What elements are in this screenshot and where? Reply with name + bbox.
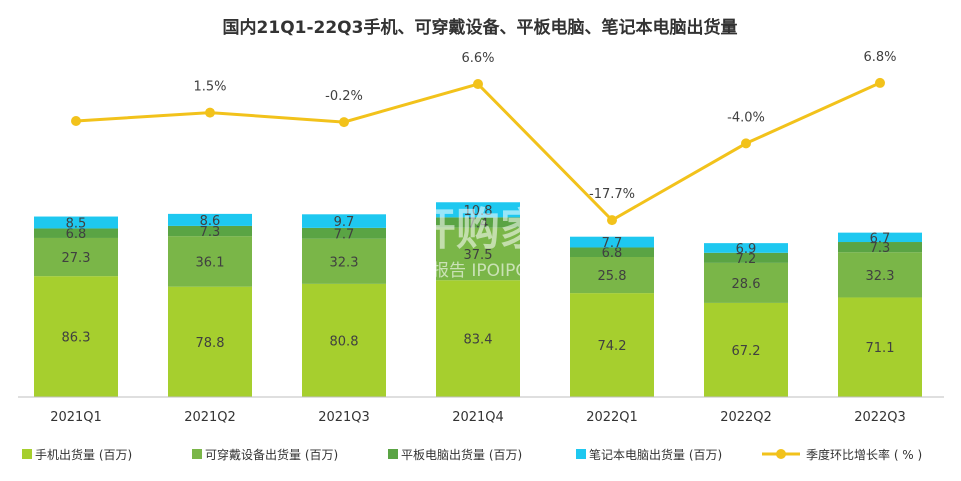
bar-value-label: 6.8 bbox=[602, 246, 623, 261]
bars-layer: 86.327.36.88.578.836.17.38.680.832.37.79… bbox=[34, 202, 922, 397]
legend-label: 笔记本电脑出货量 (百万) bbox=[589, 447, 722, 462]
bar-value-label: 7.3 bbox=[200, 225, 221, 240]
legend-swatch bbox=[192, 449, 202, 459]
bar-value-label: 7.4 bbox=[468, 217, 489, 232]
chart-title: 国内21Q1-22Q3手机、可穿戴设备、平板电脑、笔记本电脑出货量 bbox=[223, 17, 738, 38]
rate-point bbox=[875, 77, 885, 88]
bar-2022Q1-s1 bbox=[570, 257, 654, 294]
bar-value-label: 9.7 bbox=[334, 215, 355, 230]
bar-value-label: 83.4 bbox=[464, 333, 493, 348]
rate-label: -0.2% bbox=[325, 89, 363, 104]
bar-2021Q3-s0 bbox=[302, 283, 386, 397]
rate-point bbox=[741, 138, 751, 149]
bar-2022Q3-s2 bbox=[838, 242, 922, 253]
bar-2021Q3-s2 bbox=[302, 227, 386, 239]
bar-2021Q1-s2 bbox=[34, 228, 118, 238]
x-tick-label: 2021Q3 bbox=[318, 410, 370, 425]
bar-value-label: 7.3 bbox=[870, 241, 891, 256]
watermark-sub: 行业报告 IPOIPO.CN bbox=[398, 261, 558, 281]
x-tick-label: 2022Q3 bbox=[854, 410, 906, 425]
bar-2022Q3-s1 bbox=[838, 252, 922, 298]
bar-value-label: 8.6 bbox=[200, 214, 221, 229]
rate-point bbox=[607, 215, 617, 226]
bar-2021Q3-s1 bbox=[302, 238, 386, 284]
bar-2022Q2-s2 bbox=[704, 252, 788, 263]
bar-2022Q1-s3 bbox=[570, 236, 654, 248]
bar-value-label: 7.7 bbox=[334, 227, 355, 242]
x-tick-label: 2021Q2 bbox=[184, 410, 236, 425]
rate-point bbox=[205, 107, 215, 118]
x-tick-label: 2021Q1 bbox=[50, 410, 102, 425]
bar-value-label: 32.3 bbox=[866, 269, 895, 284]
bar-2022Q1-s2 bbox=[570, 247, 654, 257]
legend-swatch bbox=[576, 449, 586, 459]
legend-swatch bbox=[388, 449, 398, 459]
bar-2021Q2-s1 bbox=[168, 236, 252, 287]
bar-2022Q2-s1 bbox=[704, 262, 788, 303]
watermark-main: 开购家 bbox=[412, 204, 544, 255]
x-tick-label: 2022Q1 bbox=[586, 410, 638, 425]
bar-2021Q4-s1 bbox=[436, 227, 520, 281]
bar-2021Q2-s0 bbox=[168, 286, 252, 397]
bar-2021Q2-s2 bbox=[168, 225, 252, 237]
bar-value-label: 27.3 bbox=[62, 251, 91, 266]
bar-value-label: 32.3 bbox=[330, 255, 359, 270]
rate-label: 6.6% bbox=[461, 51, 494, 66]
legend-label: 可穿戴设备出货量 (百万) bbox=[205, 447, 338, 462]
rate-point bbox=[339, 117, 349, 128]
bar-value-label: 67.2 bbox=[732, 344, 761, 359]
bar-2021Q2-s3 bbox=[168, 213, 252, 226]
bar-value-label: 36.1 bbox=[196, 255, 225, 270]
rate-label: 6.8% bbox=[863, 50, 896, 65]
bar-value-label: 25.8 bbox=[598, 269, 627, 284]
rate-line bbox=[75, 81, 881, 222]
bar-value-label: 10.8 bbox=[464, 204, 493, 219]
rate-label: -17.7% bbox=[589, 187, 635, 202]
bar-2022Q2-s3 bbox=[704, 243, 788, 253]
x-tick-label: 2022Q2 bbox=[720, 410, 772, 425]
bar-value-label: 80.8 bbox=[330, 334, 359, 349]
x-tick-label: 2021Q4 bbox=[452, 410, 504, 425]
x-tick-labels: 2021Q1 2021Q2 2021Q3 2021Q4 2022Q1 2022Q2 2022… bbox=[50, 410, 906, 425]
bar-value-label: 74.2 bbox=[598, 339, 627, 354]
bar-2022Q3-s3 bbox=[838, 232, 922, 243]
bar-value-label: 7.7 bbox=[602, 236, 623, 251]
bar-value-label: 37.5 bbox=[464, 248, 493, 263]
bar-2021Q4-s2 bbox=[436, 217, 520, 228]
bar-value-label: 86.3 bbox=[62, 331, 91, 346]
bar-value-label: 28.6 bbox=[732, 277, 761, 292]
bar-value-label: 7.2 bbox=[736, 252, 757, 267]
bar-value-label: 71.1 bbox=[866, 341, 895, 356]
bar-value-label: 78.8 bbox=[196, 336, 225, 351]
bar-2021Q4-s3 bbox=[436, 202, 520, 218]
watermark: 开购家 行业报告 IPOIPO.CN bbox=[398, 204, 558, 281]
bar-2022Q1-s0 bbox=[570, 293, 654, 397]
legend-label: 手机出货量 (百万) bbox=[35, 447, 132, 462]
bar-2022Q3-s0 bbox=[838, 297, 922, 397]
bar-2021Q1-s3 bbox=[34, 216, 118, 229]
bar-value-label: 8.5 bbox=[66, 216, 87, 231]
legend-marker bbox=[776, 449, 786, 459]
legend-label: 季度环比增长率 ( % ) bbox=[806, 447, 922, 462]
legend-swatch bbox=[22, 449, 32, 459]
legend: 手机出货量 (百万) 可穿戴设备出货量 (百万) 平板电脑出货量 (百万) 笔记本电脑… bbox=[22, 447, 922, 462]
rate-point bbox=[71, 116, 81, 126]
bar-2021Q3-s3 bbox=[302, 214, 386, 228]
bar-value-label: 6.7 bbox=[870, 231, 891, 246]
legend-label: 平板电脑出货量 (百万) bbox=[401, 447, 522, 462]
bar-value-label: 6.8 bbox=[66, 227, 87, 242]
rate-line-layer: 1.5% -0.2% 6.6% -17.7% -4.0% 6.8% bbox=[71, 50, 897, 226]
bar-value-label: 6.9 bbox=[736, 242, 757, 257]
rate-label: -4.0% bbox=[727, 110, 765, 125]
bar-2021Q4-s0 bbox=[436, 280, 520, 397]
rate-label: 1.5% bbox=[193, 80, 226, 95]
rate-point bbox=[473, 79, 483, 90]
bar-2021Q1-s0 bbox=[34, 276, 118, 397]
bar-2022Q2-s0 bbox=[704, 302, 788, 397]
bar-2021Q1-s1 bbox=[34, 237, 118, 277]
